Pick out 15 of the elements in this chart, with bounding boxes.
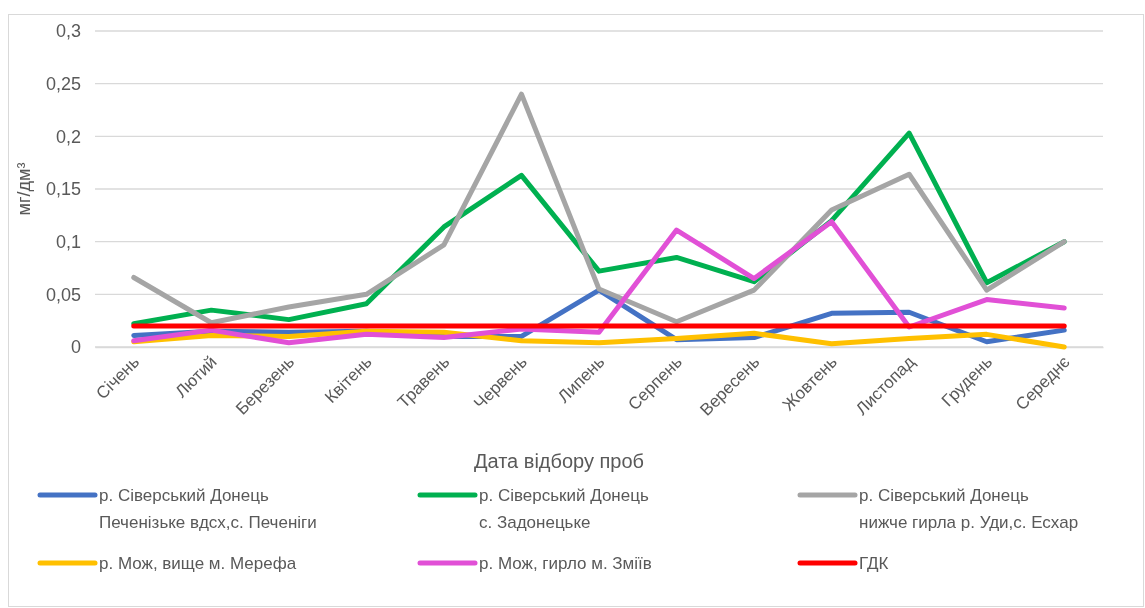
legend-label: р. Мож, вище м. Мерефа [99,554,297,573]
legend-label: р. Сіверський Донець Печенізьке вдсх,с. Печеніги [99,486,317,532]
legend-label: р. Сіверський Донець с. Задонецьке [479,486,649,532]
y-tick-label: 0,15 [45,179,81,200]
legend-label: р. Сіверський Донець нижче гирла р. Уди,с. Есхар [859,486,1079,532]
y-tick-label: 0,05 [45,284,81,305]
y-tick-label: 0,3 [55,21,81,42]
legend-label: р. Мож, гирло м. Зміїв [479,554,652,573]
y-tick-label: 0,1 [55,231,81,252]
y-tick-label: 0 [70,337,81,358]
y-axis-title: мг/дм³ [14,162,34,216]
y-tick-label: 0,2 [55,126,81,147]
y-tick-label: 0,25 [45,73,81,94]
legend-label: ГДК [859,554,889,573]
x-axis-title: Дата відбору проб [473,450,645,472]
